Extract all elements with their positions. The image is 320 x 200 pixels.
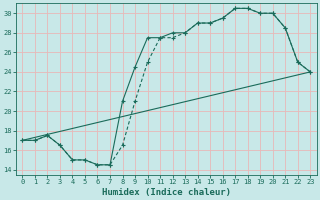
X-axis label: Humidex (Indice chaleur): Humidex (Indice chaleur): [102, 188, 231, 197]
